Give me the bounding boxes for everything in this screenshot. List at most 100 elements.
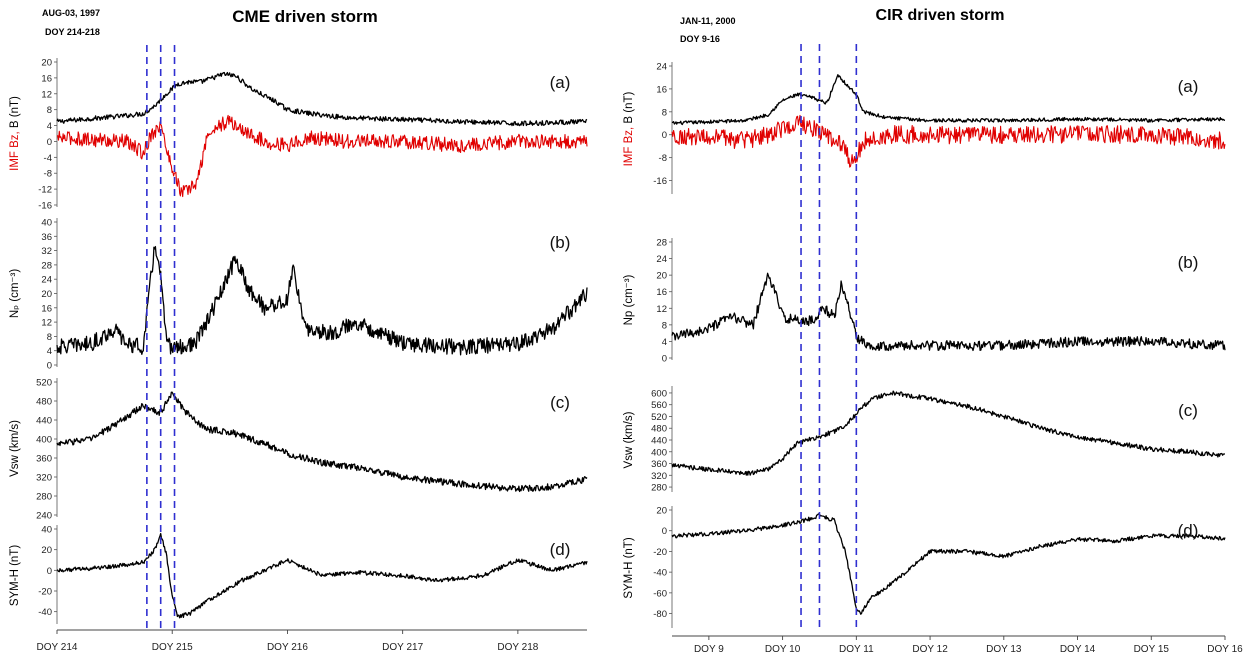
cme-doy-label: DOY 214-218 [45,27,100,37]
x-tick-label: DOY 216 [267,642,308,653]
y-tick-label: 480 [651,424,667,435]
cme-chart-title: CME driven storm [232,7,377,26]
y-tick-label: 0 [47,361,52,372]
panel-label: (d) [1178,521,1199,540]
y-tick-label: 24 [656,62,667,73]
y-tick-label: -80 [653,609,667,620]
y-tick-label: 0 [662,130,667,141]
chart-cir: JAN-11, 2000 DOY 9-16 CIR driven storm [680,7,1004,44]
y-tick-label: 16 [41,73,52,84]
y-tick-label: 36 [41,232,52,243]
y-tick-label: 8 [662,320,667,331]
y-tick-label: 600 [651,388,667,399]
y-tick-label: -16 [38,201,52,212]
bz-series-line [56,114,588,198]
x-tick-label: DOY 10 [765,644,801,655]
bz-series-line [671,114,1226,168]
y-tick-label: 12 [41,318,52,329]
panel-label: (b) [550,233,571,252]
panel-c: 240 280 320 360 400 440 480 520 (c) Vsw (km/s) [9,378,588,522]
y-tick-label: 0 [662,526,667,537]
y-tick-label: -20 [38,587,52,598]
y-tick-label: -4 [44,153,52,164]
panel-label: (c) [1178,401,1198,420]
series-line [671,272,1226,352]
y-tick-label: 20 [41,58,52,69]
x-tick-label: DOY 215 [152,642,193,653]
series-line [56,391,588,493]
y-tick-label: 8 [47,332,52,343]
series-line [56,71,588,127]
cir-doy-label: DOY 9-16 [680,34,720,44]
panel-b: 0 4 8 12 16 20 24 28 (b) Np (cm⁻³) [623,238,1226,365]
y-tick-label: 8 [47,105,52,116]
y-axis-title: Nₚ (cm⁻³) [9,269,21,318]
y-tick-label: 32 [41,246,52,257]
cir-date-label: JAN-11, 2000 [680,16,736,26]
y-tick-label: 40 [41,218,52,229]
y-tick-label: 28 [656,238,667,249]
panel-label: (a) [1178,77,1199,96]
y-axis-title-part: B (nT) [623,91,635,126]
y-tick-label: 0 [47,566,52,577]
x-tick-label: DOY 11 [839,644,874,655]
y-tick-label: 12 [656,304,667,315]
y-tick-label: -8 [44,169,52,180]
y-axis-title: Vsw (km/s) [9,420,21,477]
y-tick-label: 320 [651,471,667,482]
y-tick-label: 20 [41,289,52,300]
x-tick-label: DOY 15 [1134,644,1170,655]
y-tick-label: 40 [41,525,52,536]
y-tick-label: 440 [36,416,52,427]
cme-date-label: AUG-03, 1997 [42,8,100,18]
y-tick-label: -40 [653,568,667,579]
y-tick-label: -16 [653,176,667,187]
y-tick-label: 4 [662,337,667,348]
panel-label: (c) [550,393,570,412]
y-tick-label: 280 [36,492,52,503]
y-tick-label: 440 [651,436,667,447]
x-tick-label: DOY 14 [1060,644,1096,655]
y-tick-label: 20 [41,545,52,556]
y-tick-label: 360 [651,459,667,470]
y-tick-label: 400 [36,435,52,446]
series-line [671,513,1226,615]
y-tick-label: 4 [47,346,52,357]
panel-label: (a) [550,73,571,92]
y-tick-label: 280 [651,483,667,494]
y-tick-label: -8 [659,153,667,164]
y-tick-label: 320 [36,473,52,484]
y-axis-title-part: B (nT) [9,96,21,131]
panel-d: -40 -20 0 20 40 (d) SYM-H (nT) [9,525,588,624]
panel-d: -80 -60 -40 -20 0 20 (d) SYM-H (nT) [623,506,1226,628]
y-tick-label: 16 [656,84,667,95]
y-axis-title: Np (cm⁻³) [623,274,635,325]
y-axis-title: IMF Bz, B (nT) [9,96,21,171]
y-tick-label: 12 [41,89,52,100]
x-tick-label: DOY 13 [986,644,1022,655]
x-tick-label: DOY 217 [382,642,423,653]
chart-cme: AUG-03, 1997 DOY 214-218 CME driven stor… [42,7,378,37]
y-tick-label: 24 [656,254,667,265]
y-axis-title: Vsw (km/s) [623,411,635,468]
x-tick-label: DOY 12 [912,644,948,655]
y-axis-title: IMF Bz, B (nT) [623,91,635,166]
series-line [56,532,588,619]
series-line [56,245,588,356]
panel-b: 0 4 8 12 16 20 24 28 32 36 40 (b) Nₚ (cm⁻³) [9,218,588,372]
panel-label: (d) [550,540,571,559]
x-tick-label: DOY 214 [37,642,78,653]
y-tick-label: 16 [41,303,52,314]
y-tick-label: 520 [36,378,52,389]
y-tick-label: -20 [653,547,667,558]
panel-label: (b) [1178,253,1199,272]
y-axis-title: SYM-H (nT) [9,545,21,607]
y-tick-label: 520 [651,412,667,423]
cir-chart-title: CIR driven storm [876,7,1005,24]
y-tick-label: 16 [656,287,667,298]
y-tick-label: 0 [662,354,667,365]
